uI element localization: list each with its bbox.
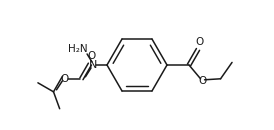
Text: O: O <box>195 37 203 47</box>
Text: N: N <box>89 60 97 70</box>
Text: O: O <box>88 51 96 61</box>
Text: O: O <box>198 76 207 86</box>
Text: H₂N: H₂N <box>68 44 88 54</box>
Text: O: O <box>60 74 68 84</box>
